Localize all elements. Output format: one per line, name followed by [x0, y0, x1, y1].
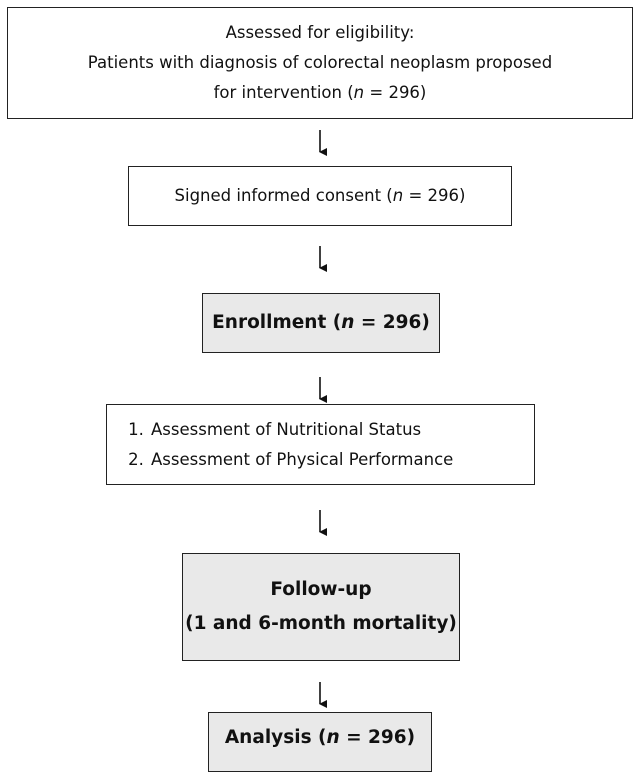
text: Signed informed consent ( — [174, 186, 393, 205]
eligibility-box: Assessed for eligibility: Patients with … — [7, 7, 633, 119]
text: for intervention ( — [213, 83, 354, 102]
text: Analysis ( — [224, 727, 327, 748]
assessment-box: 1. Assessment of Nutritional Status 2. Ass… — [106, 404, 535, 485]
text: Patients with diagnosis of colorectal ne… — [87, 53, 553, 72]
list-item: 2. Assessment of Physical Performance — [121, 445, 453, 475]
italic-text: n — [353, 83, 365, 102]
enrollment-box: Enrollment (n = 296) — [202, 293, 440, 353]
box-line: Patients with diagnosis of colorectal ne… — [88, 48, 552, 78]
text: Assessed for eligibility: — [225, 23, 415, 42]
box-line: Follow-up — [270, 573, 371, 607]
text: Enrollment ( — [212, 312, 342, 333]
follow-up-box: Follow-up (1 and 6-month mortality) — [182, 553, 460, 661]
consent-box: Signed informed consent (n = 296) — [128, 166, 512, 226]
text: = 296) — [354, 312, 430, 333]
box-line: Signed informed consent (n = 296) — [175, 181, 466, 211]
item-number: 2. — [128, 449, 144, 469]
list-item: 1. Assessment of Nutritional Status — [121, 415, 421, 445]
italic-text: n — [341, 312, 355, 333]
text: = 296) — [339, 727, 416, 748]
page: Assessed for eligibility: Patients with … — [7, 7, 633, 772]
text: = 296) — [403, 186, 466, 205]
box-line: (1 and 6-month mortality) — [185, 607, 457, 641]
item-text: Assessment of Physical Performance — [151, 449, 454, 469]
arrows — [319, 130, 327, 708]
italic-text: n — [392, 186, 404, 205]
box-line: Enrollment (n = 296) — [212, 306, 430, 340]
box-line: for intervention (n = 296) — [214, 78, 427, 108]
text: Follow-up — [270, 579, 372, 600]
item-text: Assessment of Nutritional Status — [151, 419, 422, 439]
box-line: Assessed for eligibility: — [226, 18, 415, 48]
analysis-box: Analysis (n = 296) — [208, 712, 432, 772]
italic-text: n — [326, 727, 340, 748]
text: (1 and 6-month mortality) — [185, 613, 457, 634]
text: = 296) — [364, 83, 427, 102]
box-line: Analysis (n = 296) — [225, 721, 415, 755]
item-number: 1. — [128, 419, 144, 439]
